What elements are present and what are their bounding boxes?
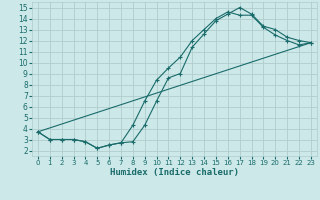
X-axis label: Humidex (Indice chaleur): Humidex (Indice chaleur) [110,168,239,177]
